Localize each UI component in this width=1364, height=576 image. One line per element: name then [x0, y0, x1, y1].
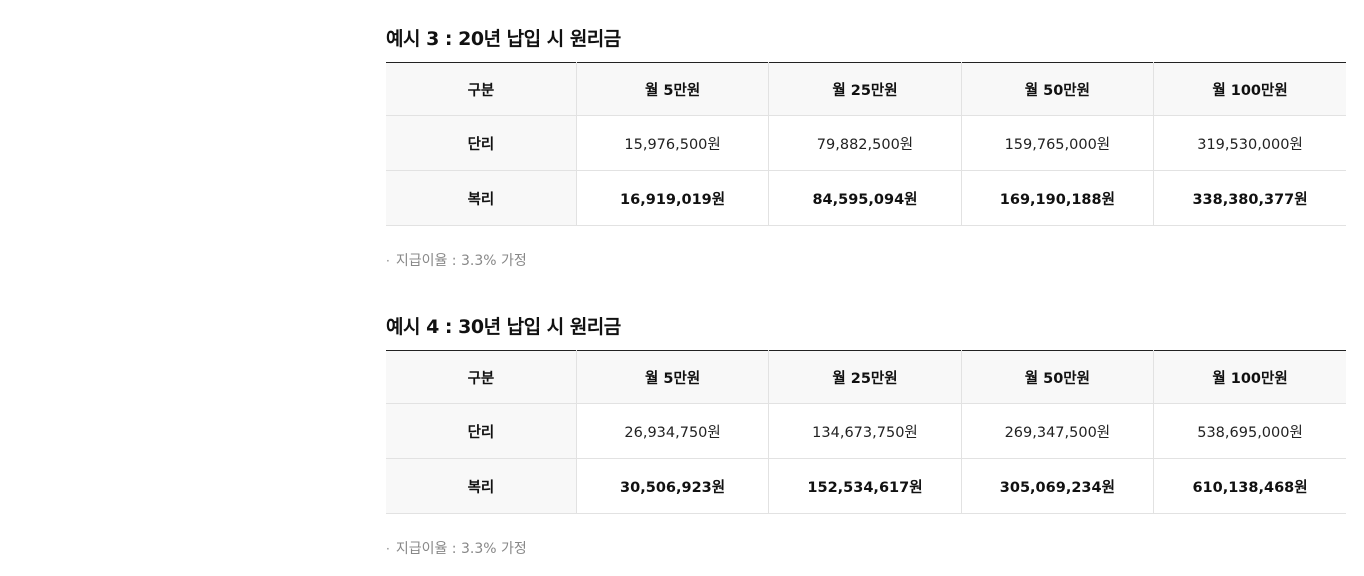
- column-header: 월 100만원: [1153, 350, 1346, 404]
- interest-rate-note: · 지급이율 : 3.3% 가정: [386, 514, 1346, 576]
- principal-interest-table: 구분 월 5만원 월 25만원 월 50만원 월 100만원 단리 26,934…: [386, 350, 1346, 514]
- table-cell: 15,976,500원: [575, 115, 769, 171]
- example-3-section: 예시 3 : 20년 납입 시 원리금 구분 월 5만원 월 25만원 월 50…: [386, 0, 1346, 288]
- table-cell: 319,530,000원: [1153, 115, 1346, 171]
- table-cell: 338,380,377원: [1153, 170, 1346, 226]
- table-cell: 152,534,617원: [768, 458, 962, 514]
- note-text: 지급이율 : 3.3% 가정: [395, 253, 527, 269]
- table-row: 복리 16,919,019원 84,595,094원 169,190,188원 …: [386, 170, 1346, 226]
- table-header-row: 구분 월 5만원 월 25만원 월 50만원 월 100만원: [386, 62, 1346, 116]
- table-cell: 84,595,094원: [768, 170, 962, 226]
- table-row: 단리 15,976,500원 79,882,500원 159,765,000원 …: [386, 115, 1346, 171]
- section-title: 예시 3 : 20년 납입 시 원리금: [386, 28, 621, 50]
- row-header: 단리: [386, 115, 577, 171]
- table-cell: 305,069,234원: [960, 458, 1154, 514]
- interest-rate-note: · 지급이율 : 3.3% 가정: [386, 226, 1346, 288]
- column-header: 월 5만원: [575, 350, 769, 404]
- table-cell: 79,882,500원: [768, 115, 962, 171]
- table-cell: 26,934,750원: [575, 403, 769, 459]
- example-4-section: 예시 4 : 30년 납입 시 원리금 구분 월 5만원 월 25만원 월 50…: [386, 288, 1346, 576]
- table-cell: 610,138,468원: [1153, 458, 1346, 514]
- table-row: 복리 30,506,923원 152,534,617원 305,069,234원…: [386, 458, 1346, 514]
- table-row: 단리 26,934,750원 134,673,750원 269,347,500원…: [386, 403, 1346, 459]
- column-header: 월 25만원: [768, 350, 962, 404]
- column-header: 월 100만원: [1153, 62, 1346, 116]
- table-cell: 16,919,019원: [575, 170, 769, 226]
- table-cell: 134,673,750원: [768, 403, 962, 459]
- main-content: 예시 3 : 20년 납입 시 원리금 구분 월 5만원 월 25만원 월 50…: [386, 0, 1346, 576]
- table-cell: 538,695,000원: [1153, 403, 1346, 459]
- column-header: 월 25만원: [768, 62, 962, 116]
- row-header: 단리: [386, 403, 577, 459]
- principal-interest-table: 구분 월 5만원 월 25만원 월 50만원 월 100만원 단리 15,976…: [386, 62, 1346, 226]
- table-cell: 30,506,923원: [575, 458, 769, 514]
- note-text: 지급이율 : 3.3% 가정: [395, 541, 527, 557]
- table-cell: 269,347,500원: [960, 403, 1154, 459]
- row-header: 복리: [386, 458, 577, 514]
- row-header: 복리: [386, 170, 577, 226]
- bullet-icon: ·: [386, 542, 390, 556]
- column-header: 구분: [386, 350, 577, 404]
- section-title: 예시 4 : 30년 납입 시 원리금: [386, 316, 621, 338]
- table-cell: 159,765,000원: [960, 115, 1154, 171]
- column-header: 구분: [386, 62, 577, 116]
- column-header: 월 50만원: [960, 62, 1154, 116]
- table-cell: 169,190,188원: [960, 170, 1154, 226]
- bullet-icon: ·: [386, 254, 390, 268]
- table-header-row: 구분 월 5만원 월 25만원 월 50만원 월 100만원: [386, 350, 1346, 404]
- column-header: 월 5만원: [575, 62, 769, 116]
- column-header: 월 50만원: [960, 350, 1154, 404]
